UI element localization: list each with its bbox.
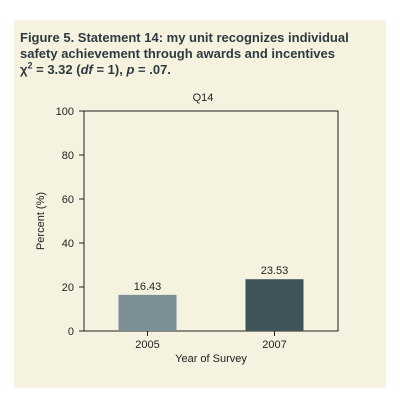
- figure-caption: Figure 5. Statement 14: my unit recogniz…: [20, 30, 376, 78]
- x-tick-label: 2007: [262, 339, 286, 351]
- chart-title: Q14: [193, 92, 214, 104]
- bar-2007: [245, 279, 304, 331]
- x-axis: 2005 2007: [135, 331, 287, 351]
- y-tick-label: 40: [62, 238, 74, 250]
- p-label: p: [126, 62, 135, 77]
- p-value: = .07.: [134, 62, 171, 77]
- bar-value-label: 16.43: [134, 281, 162, 293]
- y-tick-label: 60: [62, 194, 74, 206]
- chi-superscript: 2: [27, 60, 33, 71]
- y-tick-label: 100: [56, 106, 74, 118]
- df-label: df: [80, 62, 93, 77]
- y-tick-label: 20: [62, 282, 74, 294]
- plot-area-frame: [83, 110, 339, 332]
- y-axis-title: Percent (%): [35, 192, 47, 250]
- y-axis: 0 20 40 60 80 100: [56, 106, 84, 338]
- y-tick-label: 0: [68, 326, 74, 338]
- chi-value: = 3.32 (: [32, 62, 81, 77]
- x-tick-label: 2005: [135, 339, 159, 351]
- chi-symbol: χ: [20, 62, 28, 77]
- df-value: = 1),: [92, 62, 127, 77]
- caption-line-1: Figure 5. Statement 14: my unit recogniz…: [20, 30, 349, 45]
- caption-statistic: χ2 = 3.32 (df = 1), p = .07.: [20, 60, 376, 78]
- y-tick-label: 80: [62, 150, 74, 162]
- bar-2005: [118, 294, 177, 331]
- bars-group: 16.43 23.53: [118, 265, 304, 331]
- bar-value-label: 23.53: [261, 265, 289, 277]
- caption-line-2: safety achievement through awards and in…: [20, 46, 335, 61]
- figure-panel: [14, 20, 386, 388]
- x-axis-title: Year of Survey: [175, 353, 247, 365]
